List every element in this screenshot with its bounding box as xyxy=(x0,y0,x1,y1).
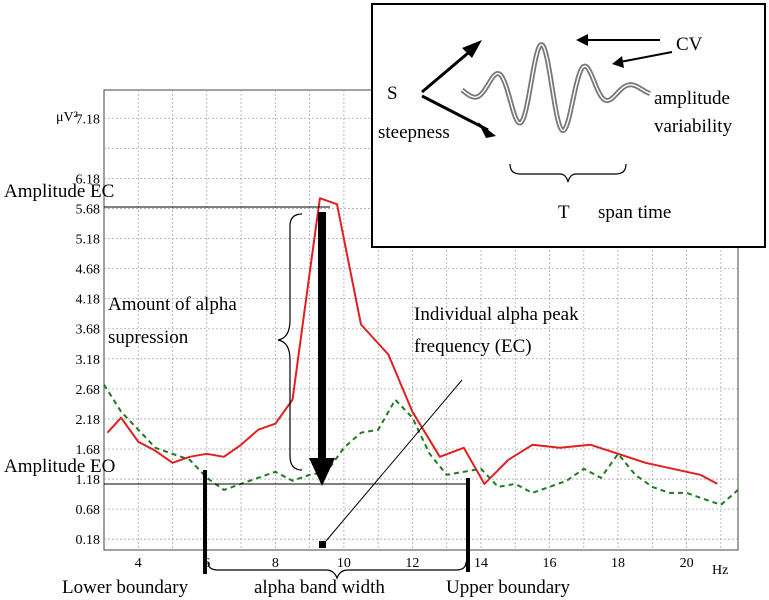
suppression-brace xyxy=(277,213,303,471)
inset-label-s: S xyxy=(387,83,398,104)
x-tick-label: 16 xyxy=(543,556,557,571)
x-tick-label: 10 xyxy=(337,556,351,571)
x-tick-label: 12 xyxy=(405,556,419,571)
peak-marker xyxy=(319,541,326,548)
x-tick-label: 20 xyxy=(680,556,694,571)
alpha-suppression-label-line1: Amount of alpha xyxy=(108,294,237,315)
inset-frame xyxy=(371,3,766,248)
peak-frequency-label-line1: Individual alpha peak xyxy=(414,304,579,325)
cv-arrow-1-head xyxy=(576,34,588,46)
series-line-eo xyxy=(103,384,739,506)
lower-boundary-label: Lower boundary xyxy=(62,577,189,598)
x-tick-label: 4 xyxy=(135,556,142,571)
amplitude-eo-label: Amplitude EO xyxy=(4,456,115,477)
inset-panel: S steepness CV amplitude variability T s… xyxy=(371,3,766,248)
inset-label-variability: variability xyxy=(654,116,733,137)
amplitude-ec-label: Amplitude EC xyxy=(4,181,114,202)
y-tick-labels: 0.18 0.68 1.18 1.68 2.18 2.68 3.18 3.68 4.18 4.68… xyxy=(76,112,101,548)
y-tick-label: 7.18 xyxy=(76,112,101,127)
steepness-arrow-down-head xyxy=(478,122,496,138)
inset-label-amplitude: amplitude xyxy=(654,88,730,109)
y-tick-label: 4.18 xyxy=(76,293,101,308)
x-axis-label: Hz xyxy=(712,563,728,578)
span-time-brace xyxy=(509,163,627,183)
y-tick-label: 4.68 xyxy=(76,263,101,278)
suppression-arrow-head xyxy=(309,458,335,486)
inset-label-cv: CV xyxy=(676,34,703,55)
y-tick-label: 2.18 xyxy=(76,413,101,428)
y-axis-label: μV² xyxy=(56,110,78,125)
alpha-suppression-label-line2: supression xyxy=(108,327,189,348)
upper-boundary-label: Upper boundary xyxy=(446,577,570,598)
x-tick-label: 8 xyxy=(272,556,279,571)
inset-label-span-time: span time xyxy=(598,202,671,223)
peak-frequency-label-line2: frequency (EC) xyxy=(414,336,532,357)
steepness-arrow-down xyxy=(421,94,489,132)
y-tick-label: 1.18 xyxy=(76,473,101,488)
y-tick-label: 0.68 xyxy=(76,503,101,518)
y-tick-label: 6.18 xyxy=(76,172,101,187)
cv-arrow-2 xyxy=(619,51,673,63)
inset-label-t: T xyxy=(558,202,570,223)
y-tick-label: 1.68 xyxy=(76,443,101,458)
y-tick-label: 5.68 xyxy=(76,202,101,217)
band-width-brace xyxy=(207,561,467,580)
x-tick-label: 18 xyxy=(611,556,625,571)
inset-label-steepness: steepness xyxy=(378,122,450,143)
x-tick-label: 14 xyxy=(474,556,488,571)
series-group xyxy=(103,197,739,506)
y-tick-label: 3.68 xyxy=(76,323,101,338)
y-tick-label: 5.18 xyxy=(76,233,101,248)
y-tick-label: 2.68 xyxy=(76,383,101,398)
steepness-arrow-up xyxy=(421,46,475,94)
x-tick-labels: 468101214161820 xyxy=(135,556,694,571)
cv-arrow-2-head xyxy=(612,56,624,68)
peak-pointer-line xyxy=(325,379,463,542)
y-tick-label: 0.18 xyxy=(76,533,101,548)
inset-waveform-core xyxy=(461,44,651,132)
y-tick-label: 3.18 xyxy=(76,353,101,368)
steepness-arrow-up-head xyxy=(462,40,482,58)
band-width-label: alpha band width xyxy=(254,577,385,598)
series-line-ec xyxy=(106,197,718,485)
